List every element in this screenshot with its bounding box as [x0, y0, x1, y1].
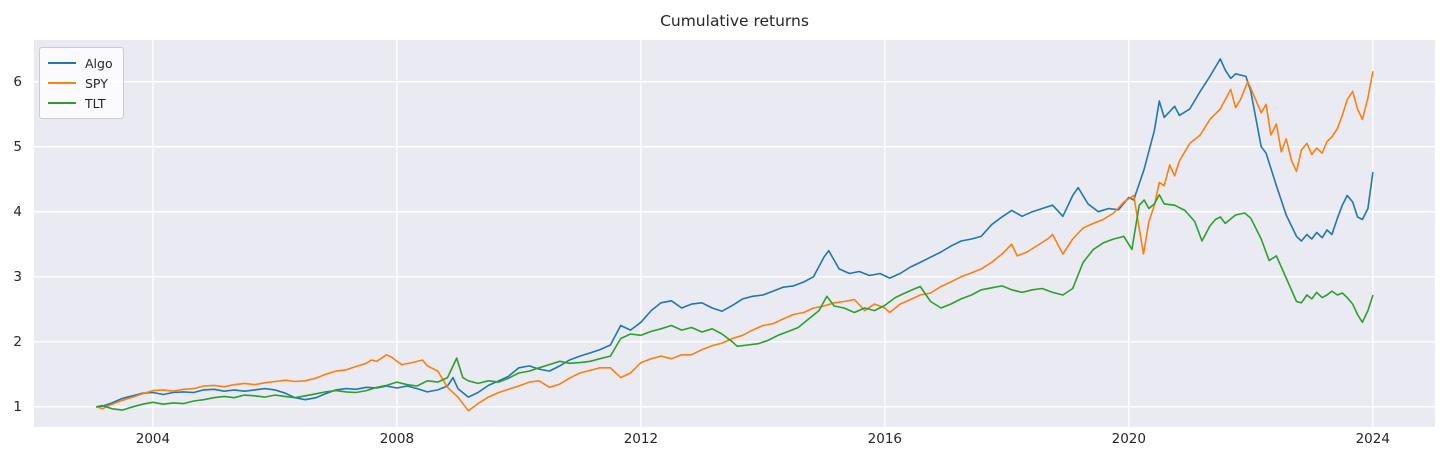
series-line-tlt	[95, 194, 1374, 411]
plot-area	[34, 40, 1435, 427]
legend-line-tlt	[48, 102, 76, 104]
legend-label-spy: SPY	[85, 75, 108, 91]
y-tick-label: 5	[13, 138, 22, 155]
legend-line-algo	[48, 62, 76, 64]
legend-label-algo: Algo	[85, 55, 113, 71]
x-tick-label: 2020	[1111, 431, 1146, 447]
legend-item-tlt: TLT	[48, 93, 113, 113]
x-tick-label: 2004	[135, 431, 171, 447]
legend-label-tlt: TLT	[85, 95, 106, 111]
series-line-spy	[95, 71, 1374, 412]
legend-line-spy	[48, 82, 76, 84]
legend-item-algo: Algo	[48, 53, 113, 73]
x-tick-label: 2008	[379, 431, 415, 447]
chart-title: Cumulative returns	[660, 12, 809, 30]
x-tick-label: 2016	[867, 431, 903, 447]
y-tick-label: 3	[13, 268, 22, 285]
x-axis: 2004 2008 2012 2016 2020 2024	[34, 431, 1435, 451]
chart-canvas	[34, 40, 1435, 427]
series-line-algo	[95, 58, 1374, 408]
y-tick-label: 6	[13, 73, 22, 90]
y-tick-label: 1	[13, 398, 22, 415]
legend-item-spy: SPY	[48, 73, 113, 93]
x-tick-label: 2012	[623, 431, 659, 447]
legend: Algo SPY TLT	[39, 47, 124, 119]
x-tick-label: 2024	[1355, 431, 1390, 447]
y-axis: 1 2 3 4 5 6	[0, 40, 28, 427]
y-tick-label: 2	[13, 333, 22, 350]
y-tick-label: 4	[13, 203, 22, 220]
